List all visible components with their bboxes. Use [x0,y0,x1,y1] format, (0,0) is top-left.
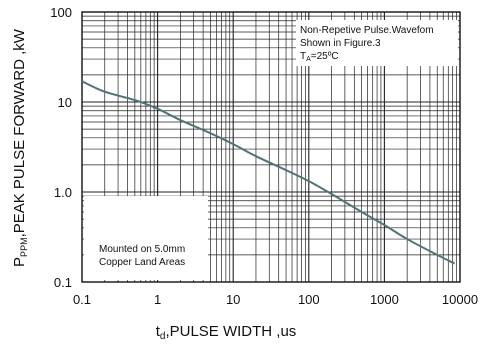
y-axis-label-rest: ,PEAK PULSE FORWARD ,kW [11,28,28,237]
y-tick-label: 1.0 [54,185,72,200]
series-line [81,80,456,265]
x-tick-label: 10000 [442,292,478,307]
x-axis-label-main: t [156,323,161,340]
x-tick-label: 10 [226,292,240,307]
y-axis-label: PPPM,PEAK PULSE FORWARD ,kW [11,28,29,267]
waveform-note-box [296,20,458,66]
waveform-note-line2: Shown in Figure.3 [300,38,381,49]
mounting-note-line2: Copper Land Areas [99,257,185,268]
x-tick-labels: 0.1 1 10 100 1000 10000 [73,292,478,307]
mounting-note-line1: Mounted on 5.0mm [99,244,185,255]
y-tick-labels: 100 10 1.0 0.1 [50,5,72,290]
grid-lines [82,12,460,282]
mounting-note-box [84,196,208,280]
x-tick-label: 100 [298,292,320,307]
x-axis-label: td,PULSE WIDTH ,us [156,323,297,342]
x-axis-label-rest: ,PULSE WIDTH ,us [165,323,296,340]
x-tick-label: 0.1 [73,292,91,307]
y-tick-label: 100 [50,5,72,20]
x-tick-label: 1 [154,292,161,307]
waveform-note-t: T [300,51,306,62]
waveform-note-temp: =25ºC [311,51,339,62]
x-tick-label: 1000 [370,292,399,307]
x-axis-label-sub: d [160,331,166,342]
y-axis-label-sub: PPM [19,237,29,257]
y-axis-label-main: P [11,257,28,267]
waveform-note-line3: TA=25ºC [300,51,339,63]
waveform-note-sub: A [306,56,311,63]
waveform-note-line1: Non-Repetive Pulse.Wavefom [300,25,434,36]
y-tick-label: 0.1 [54,275,72,290]
series-points [81,81,455,264]
plot-frame [81,11,461,283]
y-tick-label: 10 [58,95,72,110]
